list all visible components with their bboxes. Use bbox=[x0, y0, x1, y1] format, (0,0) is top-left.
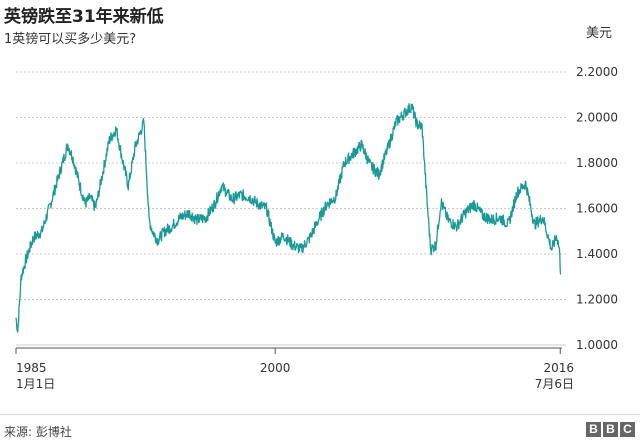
x-tick-label: 1985 bbox=[16, 361, 47, 375]
x-axis: 1985 1月1日 2000 2016 7月6日 bbox=[15, 347, 574, 391]
logo-letter: B bbox=[586, 422, 601, 437]
y-tick-label: 2.2000 bbox=[576, 65, 618, 79]
chart-title: 英镑跌至31年来新低 bbox=[4, 7, 164, 27]
x-tick-sublabel: 1月1日 bbox=[16, 377, 55, 391]
y-tick-label: 1.2000 bbox=[576, 293, 618, 307]
y-tick-label: 2.0000 bbox=[576, 111, 618, 125]
x-tick-sublabel: 7月6日 bbox=[535, 377, 574, 391]
y-tick-labels: 1.0000 1.2000 1.4000 1.6000 1.8000 2.0000 2.20… bbox=[576, 65, 618, 352]
bbc-logo: B B C bbox=[586, 422, 635, 437]
x-tick-label: 2000 bbox=[260, 361, 291, 375]
chart-subtitle: 1英镑可以买多少美元? bbox=[4, 32, 137, 47]
source-note: 来源: 彭博社 bbox=[4, 425, 72, 439]
y-tick-label: 1.4000 bbox=[576, 247, 618, 261]
y-tick-label: 1.8000 bbox=[576, 156, 618, 170]
y-tick-label: 1.6000 bbox=[576, 202, 618, 216]
y-tick-label: 1.0000 bbox=[576, 338, 618, 352]
series-lines bbox=[15, 103, 562, 333]
series-line bbox=[15, 103, 562, 333]
logo-letter: B bbox=[603, 422, 618, 437]
line-chart: 1.0000 1.2000 1.4000 1.6000 1.8000 2.0000 2.20… bbox=[15, 65, 618, 391]
gridlines bbox=[16, 71, 566, 346]
x-tick-label: 2016 bbox=[543, 361, 574, 375]
y-axis-unit-label: 美元 bbox=[586, 26, 613, 41]
footer-divider bbox=[0, 414, 640, 415]
logo-letter: C bbox=[620, 422, 635, 437]
